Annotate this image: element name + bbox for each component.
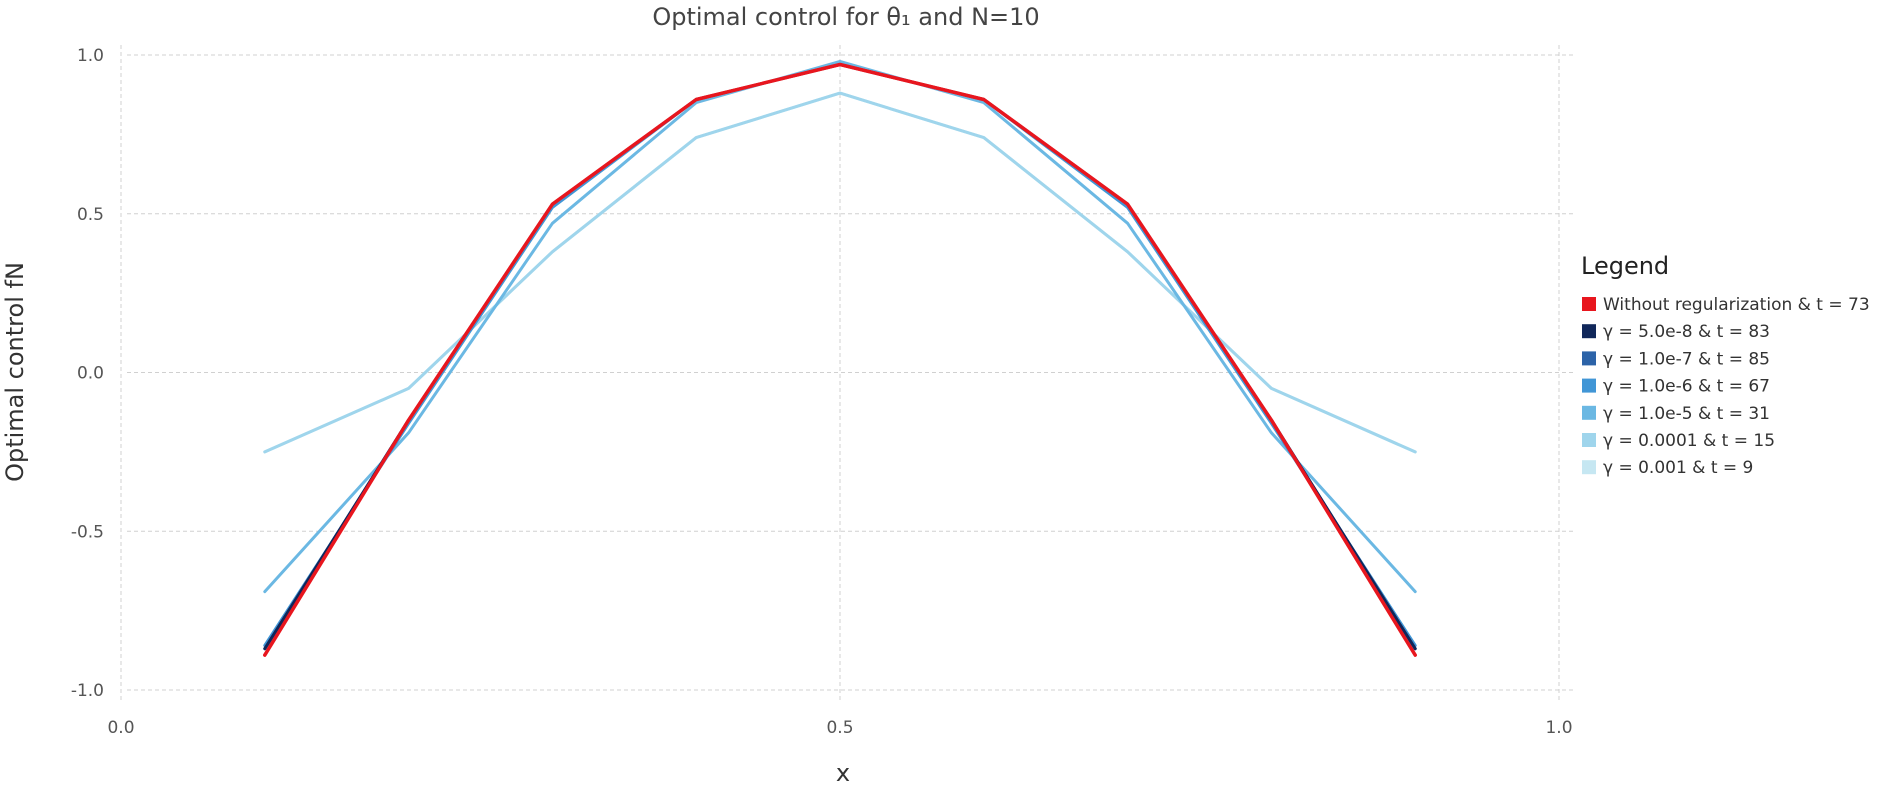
y-axis-title: Optimal control fN — [1, 262, 29, 482]
y-tick-label: -0.5 — [71, 522, 104, 542]
legend-label: Without regularization & t = 73 — [1603, 295, 1870, 315]
tick-labels: 1.00.50.0-0.5-1.00.0 0.5 1.0 — [71, 46, 1573, 738]
y-tick-label: 1.0 — [77, 46, 104, 66]
legend: Legend Without regularization & t = 73 γ … — [1581, 252, 1870, 478]
legend-label: γ = 1.0e-7 & t = 85 — [1603, 349, 1770, 369]
x-axis-title: x — [836, 759, 850, 785]
legend-swatch — [1582, 405, 1596, 420]
series-line--0-0001-t-15 — [263, 91, 1417, 454]
x-tick-label: 0.5 — [826, 718, 853, 738]
legend-swatch — [1582, 433, 1596, 447]
y-tick-label: -1.0 — [71, 681, 104, 701]
legend-swatch — [1582, 324, 1596, 339]
grid — [120, 45, 1575, 700]
series-line--1-0e-5-t-31 — [263, 59, 1417, 594]
series-line-without-regularization-t-73 — [263, 62, 1417, 657]
legend-swatch — [1582, 378, 1596, 393]
legend-title: Legend — [1581, 252, 1669, 280]
legend-swatch — [1582, 297, 1596, 311]
x-tick-label: 0.0 — [107, 718, 134, 738]
y-tick-label: 0.5 — [77, 205, 104, 225]
legend-label: γ = 0.0001 & t = 15 — [1603, 431, 1775, 451]
series-group — [263, 59, 1417, 657]
legend-swatch — [1582, 460, 1596, 475]
x-tick-label: 1.0 — [1545, 718, 1572, 738]
legend-label: γ = 1.0e-5 & t = 31 — [1603, 404, 1770, 424]
legend-swatch — [1582, 351, 1596, 366]
chart-title: Optimal control for θ₁ and N=10 — [652, 3, 1039, 31]
legend-label: γ = 0.001 & t = 9 — [1603, 458, 1753, 478]
legend-label: γ = 5.0e-8 & t = 83 — [1603, 322, 1770, 342]
y-tick-label: 0.0 — [77, 364, 104, 384]
legend-label: γ = 1.0e-6 & t = 67 — [1603, 377, 1770, 397]
